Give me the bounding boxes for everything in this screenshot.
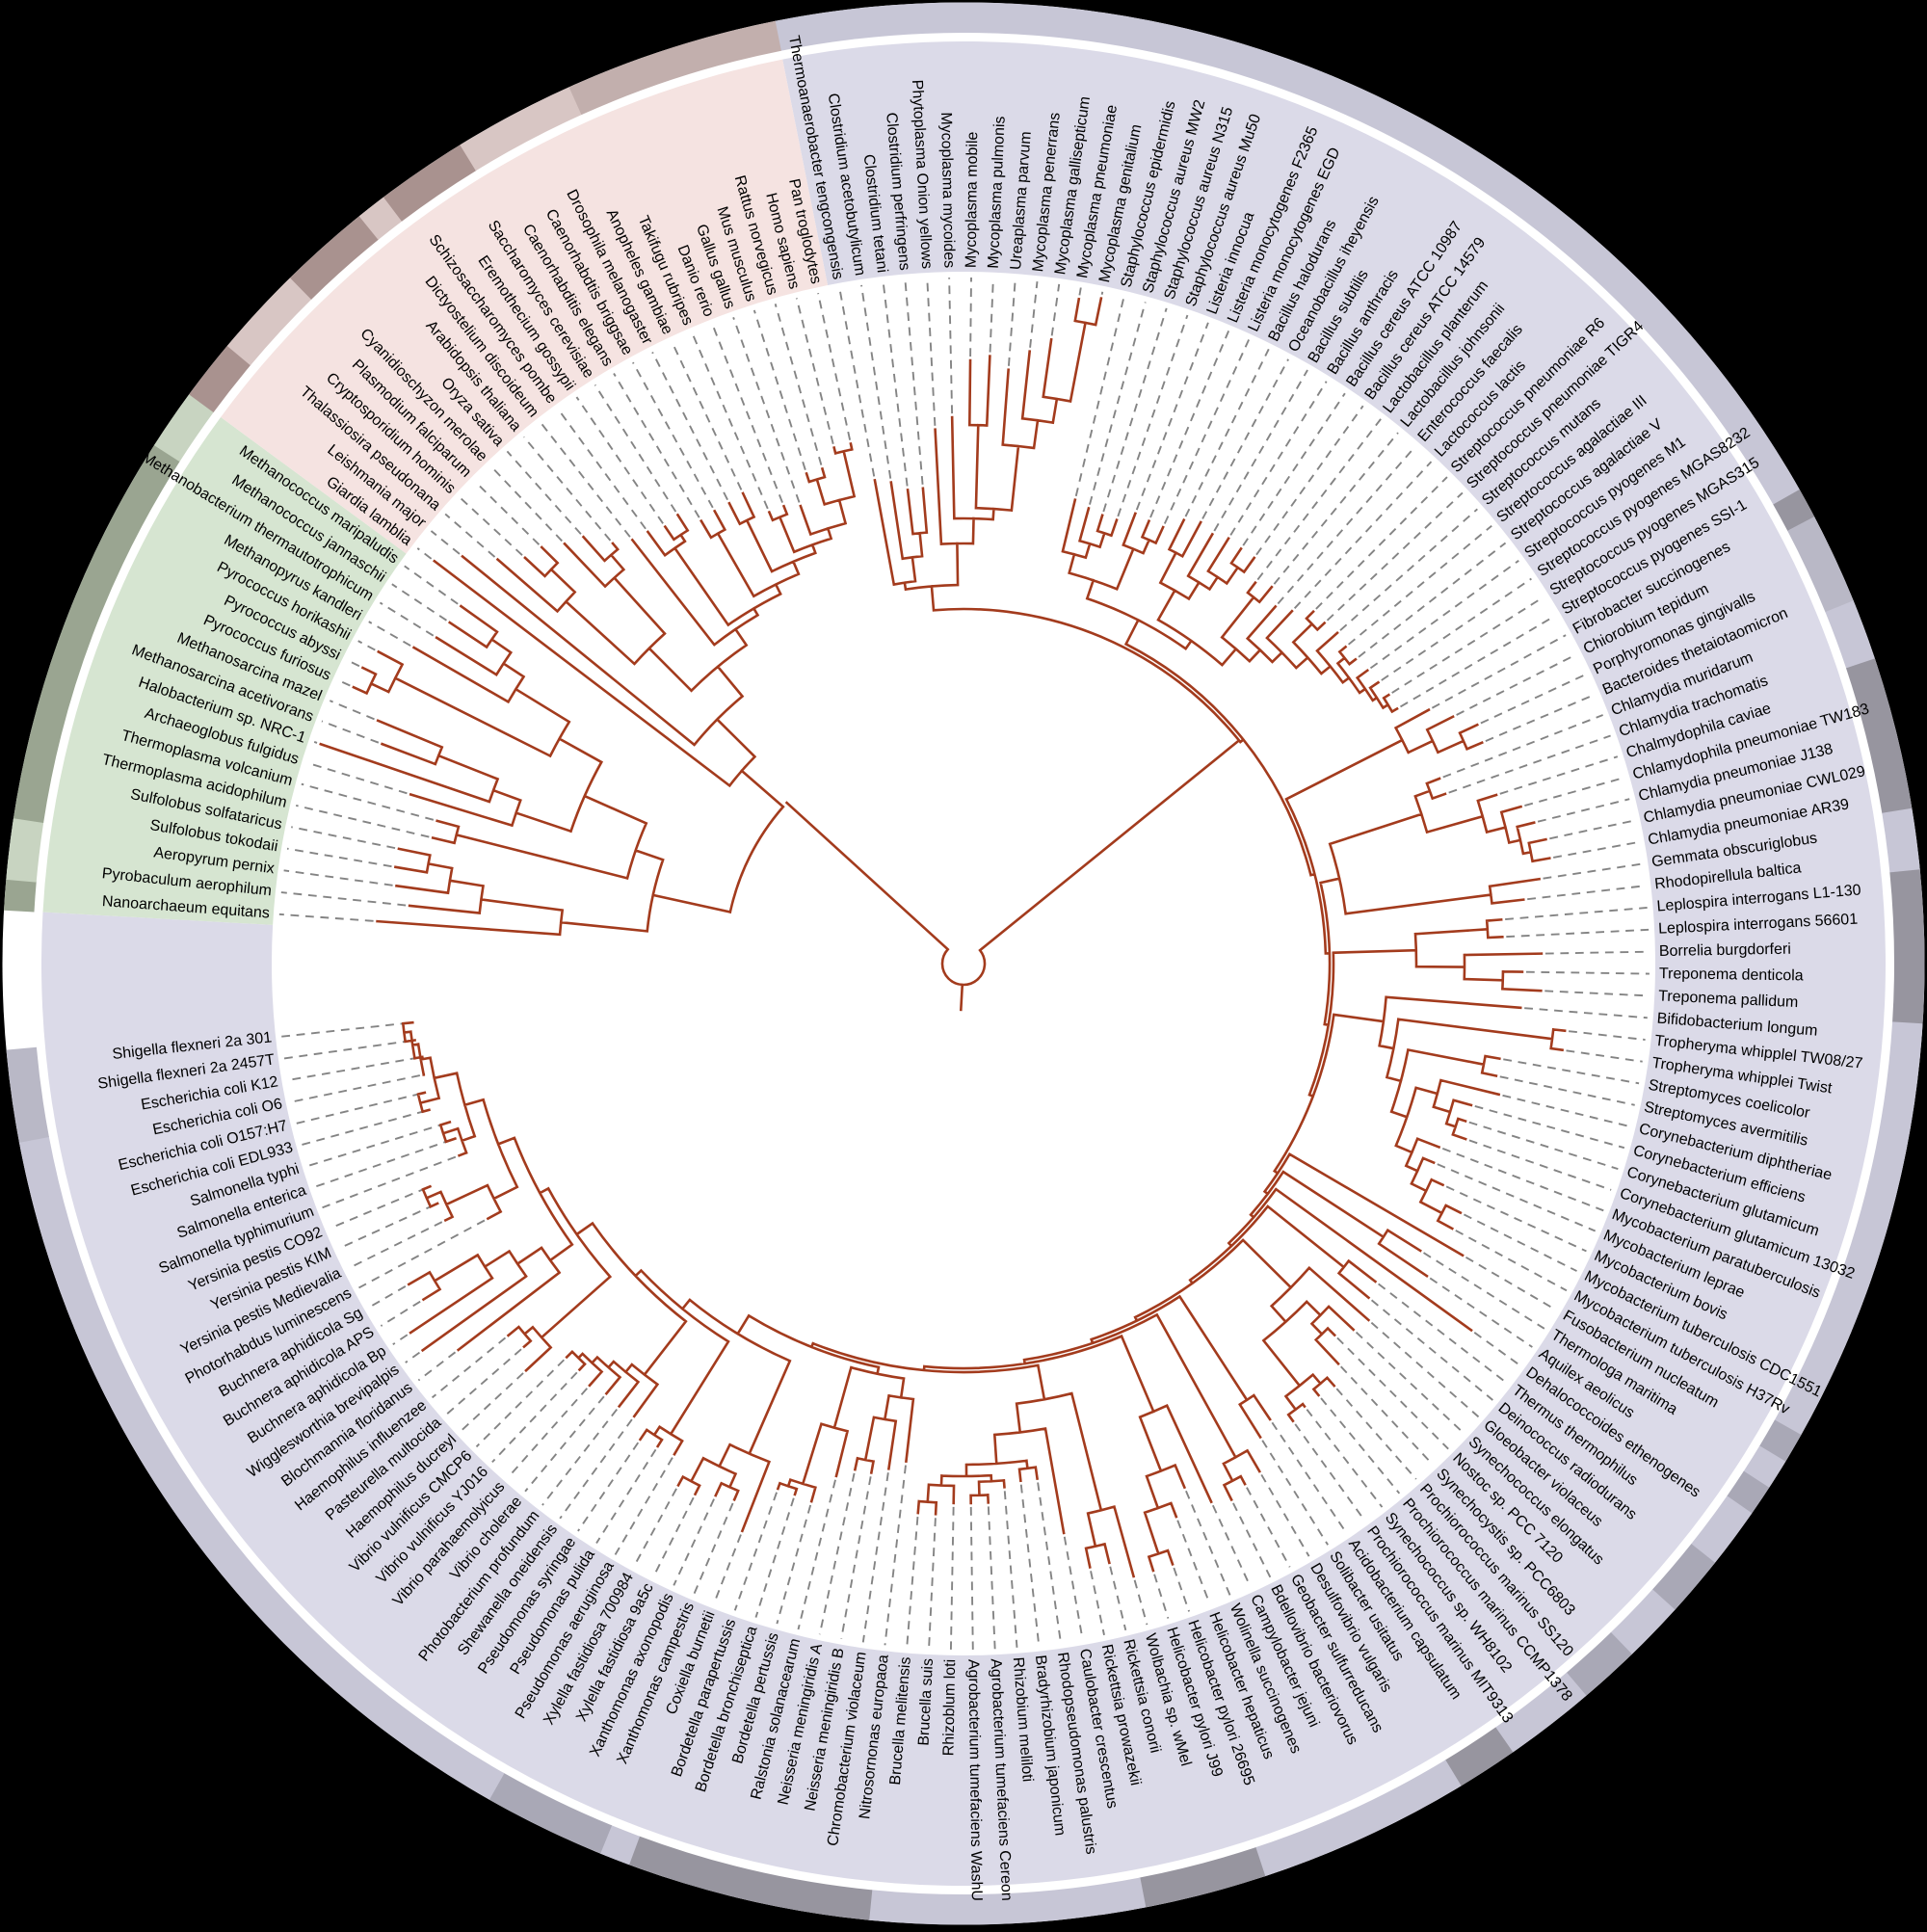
- svg-text:Mycoplasma mycoides: Mycoplasma mycoides: [937, 112, 957, 268]
- svg-text:Brucella suis: Brucella suis: [915, 1658, 937, 1746]
- svg-text:Agrobacterium tumefaciens Wash: Agrobacterium tumefaciens WashU: [964, 1659, 984, 1901]
- svg-text:Treponema denticola: Treponema denticola: [1659, 966, 1804, 984]
- svg-text:Mycoplasma mobile: Mycoplasma mobile: [964, 131, 982, 268]
- svg-text:Rhizoblum loti: Rhizoblum loti: [940, 1659, 959, 1757]
- svg-text:Treponema pallidum: Treponema pallidum: [1658, 988, 1799, 1011]
- svg-text:Mycoplasma pulmonis: Mycoplasma pulmonis: [986, 116, 1009, 269]
- svg-text:Borrelia burgdorferi: Borrelia burgdorferi: [1659, 941, 1791, 960]
